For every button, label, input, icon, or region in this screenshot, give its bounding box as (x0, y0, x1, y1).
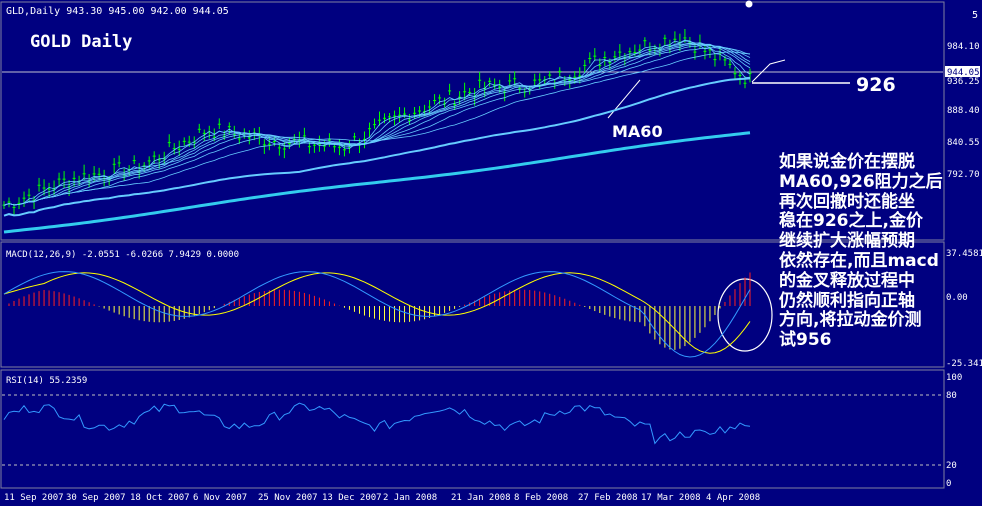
price-panel (0, 1, 945, 241)
signal-line (3, 272, 751, 354)
annotation-line: 继续扩大涨幅预期 (779, 231, 915, 252)
macd-header: MACD(12,26,9) -2.0551 -6.0266 7.9429 0.0… (6, 250, 239, 260)
current-price-label: 944.05 (947, 68, 980, 78)
y-tick-rsi: 0 (946, 479, 951, 489)
ma-line (3, 39, 751, 206)
rsi-panel (0, 369, 945, 489)
x-tick-label: 27 Feb 2008 (578, 493, 638, 503)
annotation-line: 仍然顺利指向正轴 (779, 290, 915, 311)
annotation-line: 稳在926之上,金价 (779, 211, 923, 232)
ma-slow-line (3, 131, 751, 234)
y-tick-macd: 0.00 (946, 293, 968, 303)
annotation-line: 方向,将拉动金价测 (779, 310, 922, 331)
second-price-label: 936.25 (947, 77, 980, 87)
y-tick-price: 840.55 (947, 138, 980, 148)
resistance-label: 926 (856, 74, 896, 96)
ma60-label: MA60 (612, 122, 663, 141)
y-tick-rsi: 100 (946, 373, 962, 383)
x-tick-label: 8 Feb 2008 (514, 493, 568, 503)
y-tick-macd: 37.4581 (946, 249, 982, 259)
rsi-line (3, 402, 751, 445)
projection-arrow (751, 59, 786, 83)
annotation-line: 如果说金价在摆脱 (779, 152, 915, 172)
x-tick-label: 13 Dec 2007 (322, 493, 382, 503)
ma-line (3, 40, 751, 206)
macd-panel (0, 241, 945, 368)
annotation-line: MA60,926阻力之后 (779, 171, 943, 192)
ma-line (3, 51, 751, 206)
macd-line (3, 271, 751, 358)
x-tick-label: 30 Sep 2007 (66, 493, 126, 503)
ma60-line (3, 77, 751, 217)
x-tick-label: 25 Nov 2007 (258, 493, 318, 503)
y-tick-price: 792.70 (947, 170, 980, 180)
ma-line (3, 44, 751, 206)
y-tick-rsi: 80 (946, 391, 957, 401)
rsi-header: RSI(14) 55.2359 (6, 376, 87, 386)
ma-line (3, 47, 751, 206)
x-tick-label: 21 Jan 2008 (451, 493, 511, 503)
ma60-pointer (607, 79, 641, 119)
ma-line (3, 42, 751, 206)
y-tick-price: 888.40 (947, 106, 980, 116)
x-tick-label: 18 Oct 2007 (130, 493, 190, 503)
current-price-box (945, 66, 980, 77)
top-right-label: 5 (972, 10, 978, 21)
annotation-line: 试956 (779, 330, 832, 351)
annotation-line: 的金叉释放过程中 (779, 270, 915, 291)
x-tick-label: 6 Nov 2007 (193, 493, 247, 503)
y-tick-macd: -25.3415 (946, 359, 982, 369)
x-tick-label: 17 Mar 2008 (641, 493, 701, 503)
annotation-line: 再次回撤时还能坐 (779, 191, 915, 212)
y-tick-price: 984.10 (947, 42, 980, 52)
price-header: GLD,Daily 943.30 945.00 942.00 944.05 (6, 6, 229, 17)
x-tick-label: 4 Apr 2008 (706, 493, 760, 503)
close-button-icon[interactable] (745, 0, 753, 8)
x-tick-label: 2 Jan 2008 (383, 493, 437, 503)
y-tick-rsi: 20 (946, 461, 957, 471)
annotation-line: 依然存在,而且macd (779, 250, 939, 271)
annotation-text: 如果说金价在摆脱 MA60,926阻力之后 再次回撤时还能坐 稳在926之上,金价 继续… (779, 152, 943, 350)
chart-title: GOLD Daily (30, 32, 132, 52)
x-tick-label: 11 Sep 2007 (4, 493, 64, 503)
ma-line (3, 43, 751, 206)
